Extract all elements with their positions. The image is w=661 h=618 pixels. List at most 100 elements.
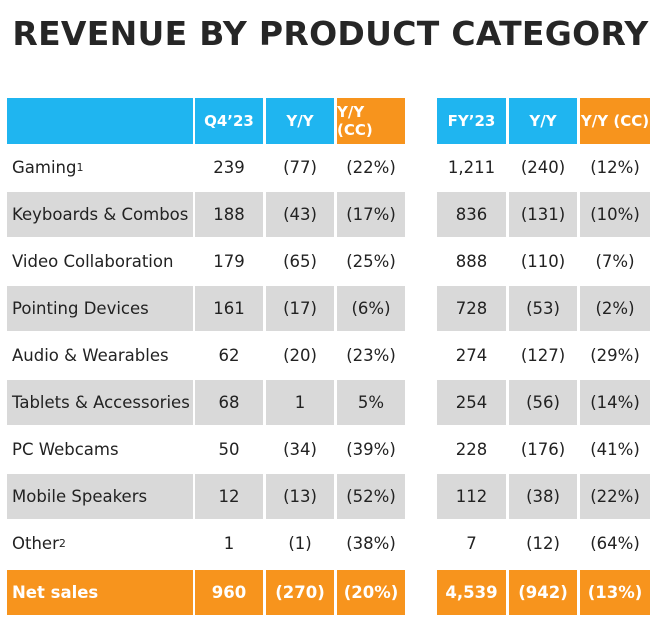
- value-cell: (13): [266, 474, 334, 519]
- value-cell: (14%): [580, 380, 650, 425]
- cell-text: (56): [526, 393, 560, 412]
- cell-text: (38%): [346, 534, 396, 553]
- value-cell: (25%): [337, 239, 405, 284]
- cell-text: 728: [455, 299, 488, 318]
- cell-text: (53): [526, 299, 560, 318]
- value-cell: 161: [195, 286, 263, 331]
- cell-text: (23%): [346, 346, 396, 365]
- value-cell: (23%): [337, 333, 405, 378]
- cell-text: (270): [275, 583, 325, 602]
- cell-text: 1: [294, 393, 306, 412]
- value-cell: (65): [266, 239, 334, 284]
- title: REVENUE BY PRODUCT CATEGORY: [12, 14, 649, 53]
- cell-text: Tablets & Accessories: [12, 393, 190, 412]
- header-cell: FY’23: [437, 98, 506, 144]
- cell-text: 4,539: [445, 583, 498, 602]
- cell-text: (13): [283, 487, 317, 506]
- value-cell: 50: [195, 427, 263, 472]
- value-cell: (22%): [580, 474, 650, 519]
- value-cell: (12): [509, 521, 577, 566]
- cell-text: (29%): [590, 346, 640, 365]
- cell-text: Y/Y: [529, 112, 557, 130]
- cell-text: (7%): [595, 252, 635, 271]
- cell-text: (17): [283, 299, 317, 318]
- cell-text: (131): [520, 205, 566, 224]
- value-cell: (127): [509, 333, 577, 378]
- value-cell: (52%): [337, 474, 405, 519]
- value-cell: (43): [266, 192, 334, 237]
- cell-text: 161: [213, 299, 245, 318]
- header-cell: [7, 98, 193, 144]
- cell-text: Video Collaboration: [12, 252, 174, 271]
- cell-text: (22%): [346, 158, 396, 177]
- value-cell: (77): [266, 145, 334, 190]
- value-cell: (39%): [337, 427, 405, 472]
- value-cell: (20): [266, 333, 334, 378]
- footnote-mark: 1: [76, 161, 84, 174]
- cell-text: Net sales: [12, 583, 99, 602]
- value-cell: (29%): [580, 333, 650, 378]
- row-label: Net sales: [7, 570, 193, 615]
- cell-text: 12: [218, 487, 240, 506]
- row-label: PC Webcams: [7, 427, 193, 472]
- value-cell: 179: [195, 239, 263, 284]
- cell-text: Keyboards & Combos: [12, 205, 189, 224]
- cell-text: Audio & Wearables: [12, 346, 169, 365]
- value-cell: 112: [437, 474, 506, 519]
- cell-text: 112: [455, 487, 488, 506]
- value-cell: (41%): [580, 427, 650, 472]
- value-cell: 274: [437, 333, 506, 378]
- value-cell: (17): [266, 286, 334, 331]
- footnote-mark: 2: [58, 537, 66, 550]
- cell-text: Y/Y (CC): [580, 112, 650, 130]
- cell-text: 7: [466, 534, 477, 553]
- cell-text: 1,211: [447, 158, 496, 177]
- cell-text: 836: [455, 205, 488, 224]
- cell-text: Q4’23: [204, 112, 254, 130]
- value-cell: (110): [509, 239, 577, 284]
- row-label: Video Collaboration: [7, 239, 193, 284]
- value-cell: 68: [195, 380, 263, 425]
- cell-text: 960: [211, 583, 247, 602]
- value-cell: 5%: [337, 380, 405, 425]
- cell-text: (20%): [343, 583, 399, 602]
- cell-text: 5%: [357, 393, 385, 412]
- cell-text: (41%): [590, 440, 640, 459]
- cell-text: Pointing Devices: [12, 299, 149, 318]
- cell-text: 254: [455, 393, 488, 412]
- cell-text: 239: [213, 158, 245, 177]
- value-cell: 239: [195, 145, 263, 190]
- header-cell: Y/Y (CC): [337, 98, 405, 144]
- cell-text: (34): [283, 440, 317, 459]
- value-cell: (34): [266, 427, 334, 472]
- cell-text: (12): [526, 534, 560, 553]
- value-cell: (10%): [580, 192, 650, 237]
- value-cell: 1: [266, 380, 334, 425]
- cell-text: 179: [213, 252, 245, 271]
- header-cell: Q4’23: [195, 98, 263, 144]
- cell-text: PC Webcams: [12, 440, 119, 459]
- value-cell: (22%): [337, 145, 405, 190]
- value-cell: 1,211: [437, 145, 506, 190]
- value-cell: (131): [509, 192, 577, 237]
- cell-text: Mobile Speakers: [12, 487, 148, 506]
- value-cell: 836: [437, 192, 506, 237]
- value-cell: (240): [509, 145, 577, 190]
- cell-text: 50: [218, 440, 240, 459]
- value-cell: 1: [195, 521, 263, 566]
- row-label: Gaming 1: [7, 145, 193, 190]
- value-cell: (53): [509, 286, 577, 331]
- row-label: Mobile Speakers: [7, 474, 193, 519]
- cell-text: Gaming: [12, 158, 77, 177]
- value-cell: (56): [509, 380, 577, 425]
- cell-text: (25%): [346, 252, 396, 271]
- cell-text: (13%): [587, 583, 643, 602]
- value-cell: 728: [437, 286, 506, 331]
- cell-text: 888: [455, 252, 488, 271]
- cell-text: Other: [12, 534, 59, 553]
- value-cell: 188: [195, 192, 263, 237]
- cell-text: (77): [283, 158, 317, 177]
- cell-text: (39%): [346, 440, 396, 459]
- cell-text: (17%): [346, 205, 396, 224]
